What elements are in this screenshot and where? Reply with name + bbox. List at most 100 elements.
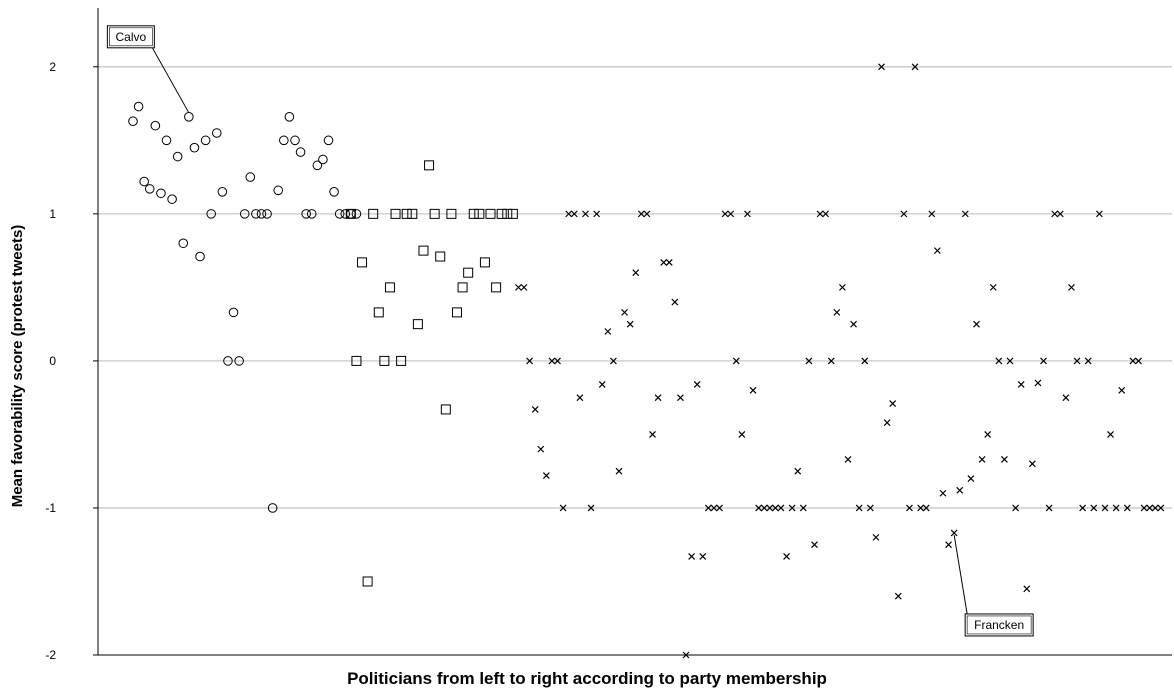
square-point [502, 208, 513, 219]
cross-point [1034, 379, 1042, 387]
cross-point [643, 210, 651, 218]
square-point [435, 251, 446, 262]
cross-point [716, 504, 723, 512]
cross-point [626, 320, 634, 328]
cross-point [1040, 357, 1047, 365]
cross-point [1051, 210, 1059, 218]
circle-point [295, 147, 306, 157]
square-point [379, 355, 390, 366]
cross-point [593, 210, 601, 218]
cross-point [1084, 357, 1092, 365]
cross-point [565, 210, 573, 218]
cross-point [933, 247, 941, 255]
cross-point [805, 357, 813, 365]
circle-point [139, 176, 149, 187]
square-point [401, 208, 412, 219]
cross-point [1118, 386, 1126, 394]
cross-point [738, 431, 746, 438]
circle-point [228, 307, 239, 318]
cross-point [1028, 460, 1036, 468]
cross-point [973, 320, 980, 328]
circle-point [128, 116, 138, 127]
annotation-calvo: Calvo [106, 25, 190, 114]
cross-point [1012, 504, 1020, 512]
y-axis-title: Mean favorability score (protest tweets) [9, 225, 26, 508]
cross-point [850, 320, 858, 328]
square-point [345, 208, 356, 219]
cross-point [582, 210, 589, 218]
circle-point [279, 135, 289, 146]
square-point [479, 257, 490, 268]
square-point [424, 160, 435, 171]
annotation-leader-line [953, 534, 968, 615]
cross-point [621, 308, 628, 316]
cross-point [794, 467, 802, 475]
cross-point [1090, 504, 1098, 512]
circle-point [223, 356, 233, 366]
circle-point [256, 209, 267, 219]
cross-point [978, 456, 986, 463]
cross-point [637, 210, 645, 218]
cross-point [688, 553, 696, 560]
annotation-box [106, 25, 155, 49]
cross-point [760, 504, 768, 512]
y-tick-label: -1 [45, 501, 56, 515]
circle-point [167, 194, 177, 204]
cross-point [515, 283, 522, 291]
annotation-leader-line [151, 47, 190, 114]
cross-point [1079, 504, 1087, 512]
cross-point [559, 504, 567, 512]
square-point [373, 307, 384, 318]
cross-point [1112, 504, 1120, 512]
cross-point [710, 504, 718, 512]
circle-point [195, 251, 205, 262]
cross-point [827, 357, 835, 365]
circle-point [329, 187, 339, 197]
annotation-francken: Francken [953, 534, 1034, 637]
cross-point [665, 258, 673, 266]
cross-point [1017, 381, 1025, 388]
cross-point [587, 504, 595, 512]
cross-point [911, 63, 919, 71]
circle-point [211, 128, 222, 138]
cross-point [906, 504, 913, 512]
cross-point [570, 210, 578, 218]
y-tick-label: 2 [49, 60, 56, 74]
y-tick-label: -2 [45, 648, 56, 662]
square-point [357, 257, 368, 268]
cross-point [1140, 504, 1148, 512]
circle-point [156, 188, 166, 199]
cross-point [844, 456, 852, 463]
cross-point [799, 504, 807, 512]
cross-point [649, 431, 656, 438]
cross-point [632, 269, 640, 277]
cross-point [1101, 504, 1109, 512]
circle-point [323, 135, 334, 146]
cross-point [682, 651, 690, 659]
square-point [463, 267, 474, 278]
cross-point [945, 541, 952, 549]
cross-point [995, 357, 1003, 365]
circle-point [351, 209, 362, 219]
square-point [390, 208, 401, 219]
square-point [507, 208, 518, 219]
cross-point [1056, 210, 1064, 218]
data-points [128, 63, 1165, 659]
cross-point [1073, 357, 1081, 365]
cross-point [967, 475, 975, 482]
cross-point [939, 489, 947, 497]
cross-point [1123, 504, 1131, 512]
cross-point [749, 386, 757, 394]
cross-point [598, 381, 606, 388]
cross-point [677, 394, 684, 402]
square-point [451, 307, 462, 318]
cross-point [609, 357, 617, 365]
circle-point [290, 135, 300, 146]
square-point [396, 355, 407, 366]
square-point [412, 319, 423, 330]
cross-point [984, 431, 992, 438]
square-point [368, 208, 379, 219]
circle-point [184, 112, 194, 122]
cross-point [526, 357, 534, 365]
